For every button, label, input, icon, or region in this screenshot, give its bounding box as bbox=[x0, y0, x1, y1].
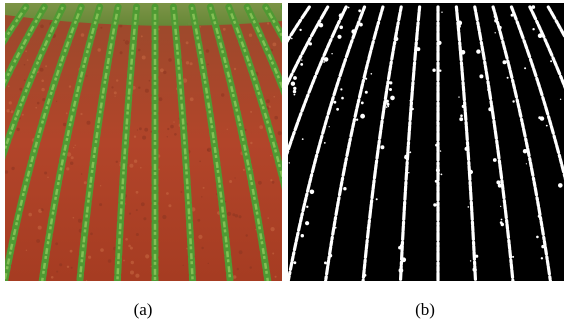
binary-mask-image bbox=[288, 3, 564, 281]
caption-a: (a) bbox=[133, 300, 153, 319]
binary-mask-svg bbox=[288, 3, 564, 281]
crop-field-photo bbox=[5, 3, 282, 281]
caption-b: (b) bbox=[415, 300, 435, 319]
crop-field-photo-image bbox=[5, 3, 282, 281]
